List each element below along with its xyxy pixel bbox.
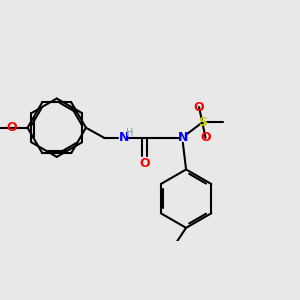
Text: O: O [7, 121, 17, 134]
Text: S: S [198, 116, 207, 129]
Text: O: O [194, 100, 204, 113]
Text: N: N [118, 131, 129, 144]
Text: O: O [200, 131, 211, 144]
Text: N: N [178, 131, 188, 144]
Text: H: H [126, 128, 134, 138]
Text: O: O [140, 157, 150, 170]
